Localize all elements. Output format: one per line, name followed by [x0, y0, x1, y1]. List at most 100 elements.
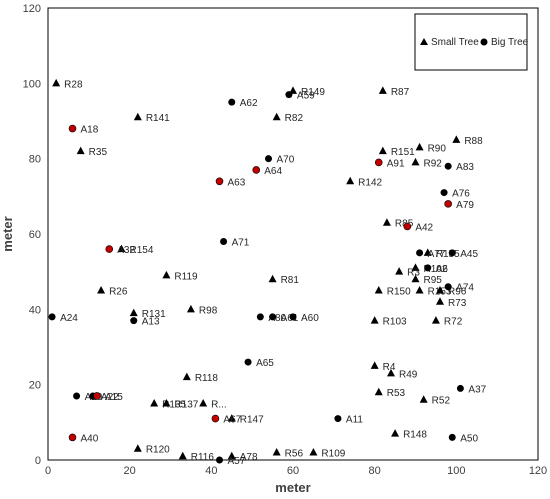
- small-tree-point: [436, 297, 444, 305]
- plot-area-frame: [47, 7, 539, 461]
- small-tree-point: [268, 274, 277, 283]
- big-tree-point: [444, 162, 452, 170]
- big-tree-point: [448, 249, 456, 257]
- small-tree-point: [97, 286, 106, 294]
- big-tree-point: [285, 91, 293, 99]
- point-label: A62: [240, 98, 258, 109]
- small-tree-point: [272, 112, 281, 121]
- big-tree-point: [444, 200, 452, 208]
- point-label: R90: [428, 143, 447, 154]
- legend-big-tree-marker: [480, 38, 488, 46]
- point-label: R26: [109, 287, 128, 298]
- point-label: A65: [256, 358, 274, 369]
- point-label: R73: [448, 298, 467, 309]
- point-label: A18: [81, 125, 99, 136]
- small-tree-point: [387, 368, 395, 377]
- small-tree-point: [378, 86, 387, 94]
- point-label: R...: [211, 400, 227, 411]
- point-label: A42: [415, 222, 433, 233]
- small-tree-point: [411, 157, 420, 166]
- small-tree-point: [452, 135, 461, 143]
- point-label: R4: [383, 362, 396, 373]
- point-label: A63: [228, 177, 246, 188]
- point-label: A60: [301, 313, 319, 324]
- x-tick-label: 120: [529, 465, 547, 477]
- point-label: R72: [444, 317, 463, 328]
- y-axis-ticks: 0 20 40 60 80 100 120: [23, 3, 41, 467]
- x-tick-label: 40: [205, 465, 217, 477]
- point-label: R151: [391, 147, 415, 158]
- y-tick-label: 20: [29, 380, 41, 392]
- point-label: R102: [424, 264, 448, 275]
- point-label: A67: [223, 415, 241, 426]
- big-tree-point: [416, 249, 424, 257]
- legend-box: [414, 13, 528, 71]
- point-label: R35: [89, 147, 108, 158]
- y-tick-label: 40: [29, 304, 41, 316]
- legend-small-tree-label: Small Tree: [431, 37, 479, 48]
- point-label: R135: [162, 400, 186, 411]
- point-label: R154: [130, 245, 154, 256]
- point-label: R87: [391, 87, 410, 98]
- point-label: A50: [460, 433, 478, 444]
- small-tree-point: [391, 429, 400, 437]
- point-label: R109: [321, 448, 345, 459]
- big-tree-point: [215, 177, 224, 186]
- point-label: R52: [432, 396, 451, 407]
- small-tree-point: [431, 316, 440, 324]
- point-label: R150: [387, 287, 411, 298]
- big-tree-point: [228, 98, 236, 106]
- big-tree-point: [374, 158, 383, 167]
- small-tree-point: [129, 308, 138, 317]
- point-label: A37: [468, 384, 486, 395]
- point-label: A6: [436, 264, 449, 275]
- point-label: R142: [358, 177, 382, 188]
- y-tick-label: 80: [29, 154, 41, 166]
- point-label: R149: [301, 87, 325, 98]
- small-tree-point: [162, 270, 171, 279]
- small-tree-point: [382, 218, 391, 226]
- point-label: A64: [264, 166, 282, 177]
- point-label: A57: [228, 456, 246, 467]
- point-label: A71: [232, 238, 250, 249]
- y-tick-label: 100: [23, 78, 41, 90]
- point-label: R137: [174, 400, 198, 411]
- point-label: R3: [407, 268, 420, 279]
- x-tick-label: 60: [287, 465, 299, 477]
- big-tree-point: [252, 166, 261, 174]
- point-label: R95: [424, 275, 443, 286]
- point-label: A74: [456, 283, 474, 294]
- point-label: R103: [383, 317, 407, 328]
- small-tree-point: [415, 286, 424, 294]
- x-axis-ticks: 0 20 40 60 80 100 120: [45, 465, 547, 477]
- point-label: R53: [387, 388, 406, 399]
- big-tree-point: [73, 392, 81, 400]
- big-tree-point: [216, 456, 223, 464]
- small-tree-point: [186, 304, 195, 313]
- point-label: R148: [403, 430, 427, 441]
- point-label: R131: [142, 309, 166, 320]
- point-label: A32: [117, 245, 135, 256]
- point-label: R141: [146, 113, 170, 124]
- small-tree-point: [436, 286, 444, 294]
- legend-big-tree-label: Big Tree: [491, 37, 529, 48]
- big-tree-point: [269, 313, 277, 321]
- small-tree-point: [374, 286, 383, 294]
- big-tree-point: [130, 317, 138, 325]
- point-label: R119: [174, 271, 198, 282]
- point-label: R155: [436, 249, 460, 260]
- x-tick-label: 20: [124, 465, 136, 477]
- big-tree-point: [424, 264, 432, 272]
- y-tick-label: 0: [35, 455, 41, 467]
- point-label: A59: [297, 91, 315, 102]
- small-tree-point: [411, 274, 420, 283]
- y-tick-label: 60: [29, 229, 41, 241]
- big-tree-point: [444, 283, 452, 291]
- small-tree-point: [227, 414, 236, 422]
- big-tree-point: [456, 384, 464, 392]
- big-tree-point: [334, 415, 342, 423]
- point-label: R88: [464, 136, 483, 147]
